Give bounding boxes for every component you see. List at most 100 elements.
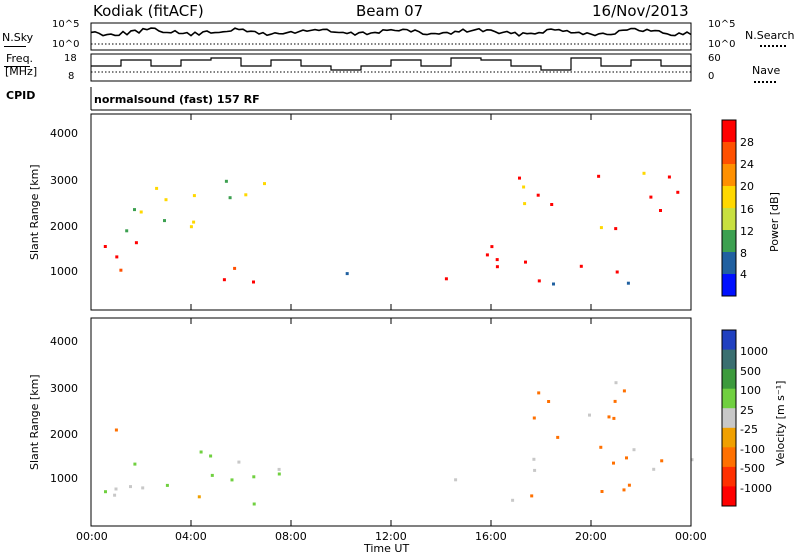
noise-right-tick-high: 10^5 — [708, 19, 736, 30]
velocity-cell — [237, 460, 241, 464]
freq-legend-line — [4, 66, 30, 67]
x-axis-label: Time UT — [364, 542, 410, 555]
power-cell — [537, 279, 541, 283]
freq-panel — [90, 53, 692, 82]
cpid-panel — [90, 87, 691, 111]
xtick-1600: 16:00 — [475, 530, 507, 543]
power-cell — [189, 225, 193, 229]
velocity-cbar-label: Velocity [m s⁻¹] — [774, 380, 787, 466]
power-cell — [163, 219, 166, 223]
velocity-cell — [199, 450, 203, 454]
colorbar-segment — [722, 388, 736, 409]
velocity-cell — [612, 461, 615, 465]
velocity-cell — [114, 428, 118, 432]
noise-left-tick-low: 10^0 — [52, 39, 80, 50]
velocity-cell — [277, 472, 281, 476]
colorbar-segment — [722, 447, 736, 468]
colorbar-segment — [722, 349, 736, 370]
power-cbar-tick-20: 20 — [740, 180, 754, 193]
velocity-cell — [533, 468, 537, 472]
velocity-ylabel: Slant Range [km] — [28, 374, 41, 470]
power-cell — [626, 281, 630, 285]
vel-cbar-tick-1000: 1000 — [740, 345, 768, 358]
station-title: Kodiak (fitACF) — [93, 2, 204, 20]
freq-label: Freq. — [6, 52, 34, 65]
velocity-cell — [209, 454, 213, 458]
colorbar-segment — [722, 274, 736, 297]
power-cbar-label: Power [dB] — [768, 192, 781, 252]
xtick-0000: 00:00 — [76, 530, 108, 543]
power-cell — [524, 260, 527, 264]
velocity-cell — [114, 487, 118, 491]
noise-left-tick-high: 10^5 — [52, 19, 80, 30]
velocity-plot — [90, 317, 694, 527]
velocity-cell — [612, 416, 616, 420]
power-cell — [490, 245, 494, 249]
power-cell — [536, 193, 540, 197]
velocity-cell — [627, 483, 631, 487]
vel-cbar-tick-m1000: -1000 — [740, 482, 772, 495]
velocity-cell — [511, 498, 515, 502]
xtick-2400: 00:00 — [675, 530, 707, 543]
beam-title: Beam 07 — [356, 2, 424, 20]
power-cell — [550, 203, 554, 206]
velocity-cell — [230, 478, 234, 482]
power-cbar-tick-16: 16 — [740, 203, 754, 216]
power-cell — [103, 245, 107, 248]
power-cell — [579, 264, 583, 268]
velocity-cell — [613, 399, 617, 403]
velocity-cell — [113, 493, 117, 497]
power-cell — [155, 186, 159, 190]
power-cell — [222, 278, 226, 282]
colorbar-segment — [722, 164, 736, 187]
power-cell — [192, 194, 196, 198]
power-cell — [133, 208, 136, 212]
velocity-cell — [141, 486, 145, 490]
velocity-cell — [632, 448, 636, 452]
freq-tick-high: 18 — [64, 53, 77, 64]
power-ytick-3000: 3000 — [50, 174, 78, 187]
noise-search-legend-line — [760, 45, 786, 47]
velocity-cell — [652, 467, 656, 471]
power-cell — [224, 179, 228, 183]
power-cell — [649, 195, 653, 199]
power-cell — [115, 255, 119, 259]
velocity-cell — [165, 483, 169, 487]
velocity-cell — [104, 490, 107, 494]
nave-legend-line — [754, 81, 776, 83]
vel-cbar-tick-m500: -500 — [740, 462, 765, 475]
xtick-0400: 04:00 — [175, 530, 207, 543]
colorbar-segment — [722, 252, 736, 275]
power-cell — [599, 226, 603, 230]
colorbar-segment — [722, 186, 736, 209]
velocity-cell — [599, 445, 603, 449]
power-cell — [522, 185, 526, 189]
velocity-cell — [660, 459, 664, 463]
colorbar-segment — [722, 208, 736, 231]
velocity-cell — [532, 457, 536, 461]
colorbar-segment — [722, 427, 736, 448]
noise-panel — [90, 22, 692, 51]
power-cell — [252, 280, 255, 284]
colorbar-segment — [722, 466, 736, 487]
cpid-value: normalsound (fast) 157 RF — [94, 93, 260, 106]
noise-sky-trace — [90, 27, 692, 37]
velocity-cell — [530, 494, 534, 498]
power-ytick-2000: 2000 — [50, 220, 78, 233]
velocity-cell — [622, 389, 626, 393]
power-cell — [523, 202, 527, 206]
power-cell — [345, 272, 349, 276]
power-cell — [659, 209, 662, 212]
power-cbar-tick-12: 12 — [740, 225, 754, 238]
colorbar-segment — [722, 369, 736, 390]
power-ytick-4000: 4000 — [50, 127, 78, 140]
freq-unit-label: [MHz] — [5, 65, 38, 78]
power-cell — [676, 190, 680, 194]
velocity-cell — [556, 435, 560, 439]
colorbar-segment — [722, 330, 736, 351]
velocity-cell — [252, 502, 256, 506]
velocity-cell — [547, 400, 551, 403]
velocity-cell — [690, 458, 694, 462]
colorbar-segment — [722, 486, 736, 507]
